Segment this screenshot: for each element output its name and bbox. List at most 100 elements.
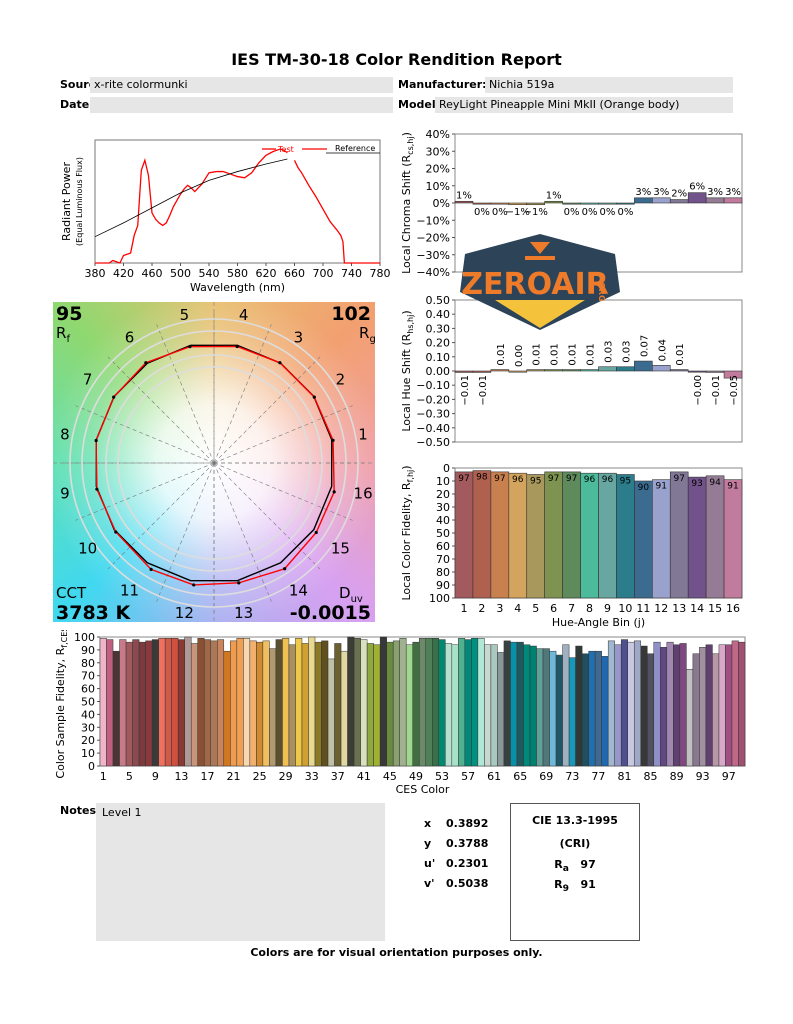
y-tick-label: 0.20 [426, 337, 451, 350]
x-tick-label: 9 [152, 770, 159, 783]
bar-value-label: 96 [584, 475, 596, 485]
bar-bin-7 [562, 202, 581, 205]
ces-bar-91 [686, 669, 694, 767]
bar-value-label: 0% [564, 207, 580, 218]
x-tick-label: 620 [256, 267, 277, 280]
y-tick-label: −0.50 [416, 436, 450, 449]
ces-bar-28 [275, 639, 283, 767]
ra-value: 97 [580, 858, 596, 871]
bin-label: 5 [180, 306, 190, 324]
bar-value-label: −0.01 [478, 375, 489, 406]
bar-bin-3 [490, 471, 510, 599]
bin-divider [213, 462, 353, 521]
y-tick-label: 50 [436, 527, 450, 540]
x-tick-label: 21 [227, 770, 241, 783]
series-line-test-tail [293, 160, 380, 264]
ces-bar-18 [210, 640, 218, 767]
ces-bar-57 [464, 639, 472, 767]
x-tick-label: 97 [722, 770, 736, 783]
bar-bin-5 [526, 369, 545, 372]
x-tick-label: 57 [461, 770, 475, 783]
ces-bar-11 [164, 638, 172, 767]
x-tick-label: 53 [435, 770, 449, 783]
ces-bar-3 [112, 650, 120, 767]
ces-bar-93 [699, 647, 707, 767]
y-axis-label-sub: f,hj [406, 470, 415, 483]
x-tick-label: 580 [227, 267, 248, 280]
bar-value-label: 6% [689, 182, 705, 193]
y-tick-label: 0.10 [426, 351, 451, 364]
ces-bar-98 [731, 640, 739, 767]
ces-bar-92 [692, 653, 700, 767]
bar-bin-2 [472, 370, 492, 373]
bin-divider [213, 405, 353, 464]
coord-label: v' [424, 877, 435, 890]
ces-bar-58 [471, 638, 479, 767]
ces-bar-72 [562, 644, 570, 767]
ces-bar-55 [451, 644, 459, 767]
ces-bar-5 [125, 641, 133, 767]
bar-value-label: 1% [546, 190, 562, 201]
ces-bar-54 [445, 643, 453, 767]
vector-point [331, 438, 335, 442]
y-tick-label: 0.50 [426, 294, 451, 307]
coord-value: 0.3788 [446, 837, 489, 850]
ces-bar-12 [171, 638, 179, 767]
bar-value-label: 97 [673, 474, 684, 484]
y-tick-label: −20% [416, 232, 450, 245]
ces-bar-46 [392, 640, 400, 767]
ces-bar-64 [510, 641, 518, 767]
grid-circle [69, 318, 359, 608]
bar-value-label: 91 [656, 482, 667, 492]
date-field [90, 97, 393, 113]
y-tick-label: 0% [433, 197, 450, 210]
bar-bin-12 [652, 365, 671, 372]
coord-label: u' [424, 857, 436, 870]
bin-divider [213, 324, 272, 464]
bar-bin-11 [634, 480, 653, 599]
bar-value-label: 90 [638, 483, 650, 493]
bin-divider [107, 356, 215, 464]
ces-bar-1 [99, 638, 107, 767]
r9-value: 91 [580, 878, 596, 892]
x-tick-label: 29 [279, 770, 293, 783]
logo-suffix: ORG [597, 282, 606, 302]
bar-value-label: 0.01 [496, 343, 507, 365]
ces-bar-47 [399, 638, 407, 767]
bin-divider [156, 324, 215, 464]
ces-bar-52 [432, 638, 440, 767]
bar-bin-12 [652, 197, 671, 204]
x-tick-label: 740 [341, 267, 362, 280]
bar-bin-3 [490, 369, 510, 372]
vector-point [332, 490, 336, 494]
bin-label: 3 [294, 329, 304, 347]
y-tick-label: 20 [81, 734, 95, 747]
y-tick-label: 40 [81, 708, 95, 721]
x-tick-label: 49 [409, 770, 423, 783]
y-axis-label-sub: cs,hj [406, 136, 415, 154]
ces-bar-7 [138, 641, 146, 767]
grid-circle [117, 366, 311, 560]
x-tick-label: 12 [654, 602, 668, 615]
x-tick-label: 11 [636, 602, 650, 615]
bar-value-label: 3% [653, 187, 669, 198]
model-field: ReyLight Pineapple Mini MkII (Orange bod… [435, 97, 733, 113]
ces-bar-23 [243, 638, 251, 767]
bar-value-label: 3% [707, 187, 723, 198]
x-tick-label: 16 [726, 602, 740, 615]
ces-bar-65 [516, 641, 524, 767]
report-title: IES TM-30-18 Color Rendition Report [231, 50, 562, 69]
ces-bar-10 [158, 638, 166, 767]
y-tick-label: 30% [426, 145, 450, 158]
ces-bar-80 [614, 644, 622, 767]
ces-bar-60 [484, 644, 492, 767]
ces-bar-59 [477, 638, 485, 767]
ces-bar-42 [366, 643, 374, 767]
bar-bin-13 [669, 369, 689, 372]
duv-value: -0.0015 [290, 602, 371, 622]
plot-frame [94, 139, 381, 264]
zeroair-logo: ZEROAIR ORG [460, 234, 620, 330]
x-tick-label: 85 [644, 770, 658, 783]
bar-bin-16 [723, 479, 743, 599]
y-tick-label: −0.20 [416, 393, 450, 406]
